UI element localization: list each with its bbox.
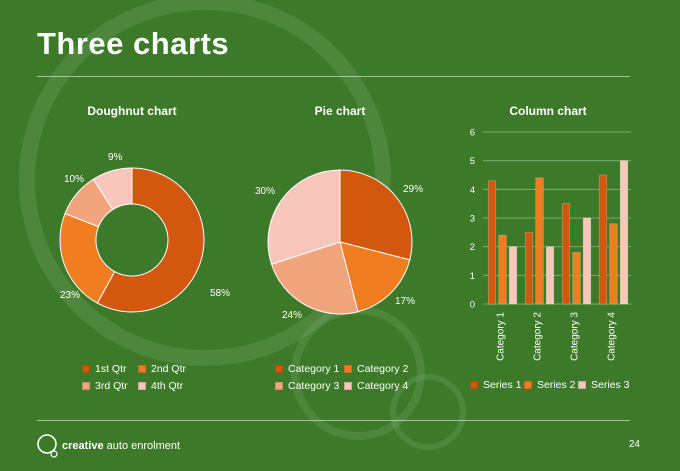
y-tick-label: 0	[470, 300, 475, 311]
pie-data-label: 24%	[282, 310, 302, 321]
column-bar	[498, 234, 507, 305]
legend-swatch	[578, 381, 586, 390]
legend-item: Category 1	[275, 363, 339, 375]
legend-item: 2nd Qtr	[138, 363, 186, 375]
column-bar	[524, 232, 534, 305]
bottom-divider	[37, 420, 630, 421]
legend-item: Category 4	[344, 380, 408, 392]
pie-slice	[270, 241, 359, 315]
column-bar	[619, 160, 629, 305]
column-bar	[545, 246, 555, 305]
slide-title: Three charts	[37, 26, 230, 61]
legend-label: 1st Qtr	[95, 363, 127, 375]
pie-data-label: 30%	[255, 186, 275, 197]
doughnut-slice	[92, 167, 133, 211]
pie-data-label: 29%	[403, 184, 423, 195]
legend-item: 1st Qtr	[82, 363, 127, 375]
column-bar	[598, 174, 608, 305]
y-tick-label: 1	[470, 271, 475, 282]
pie-slice	[267, 169, 341, 265]
legend-swatch	[524, 381, 532, 390]
legend-swatch	[344, 382, 352, 391]
legend-swatch	[82, 382, 90, 391]
column-bar	[508, 246, 518, 305]
y-tick-label: 4	[470, 185, 475, 196]
brand-word-2: auto enrolment	[106, 439, 181, 452]
legend-item: Category 2	[344, 363, 408, 375]
doughnut-data-label: 9%	[108, 152, 123, 163]
bg-ring-large	[19, 0, 391, 366]
x-tick-label: Category 4	[607, 312, 618, 361]
pie-slice	[339, 169, 413, 261]
doughnut-data-label: 58%	[210, 288, 230, 299]
legend-label: Series 2	[537, 379, 576, 391]
doughnut-slice	[96, 167, 205, 313]
column-bar	[535, 177, 544, 305]
x-tick-label: Category 3	[570, 312, 581, 361]
legend-swatch	[275, 382, 283, 391]
legend-item: Series 3	[578, 379, 630, 391]
pie-slice	[339, 241, 411, 313]
column-bar	[582, 217, 592, 305]
column-bar	[572, 252, 581, 305]
legend-swatch	[470, 381, 478, 390]
column-bar	[609, 223, 618, 305]
legend-label: 4th Qtr	[151, 380, 184, 392]
y-tick-label: 6	[470, 128, 475, 139]
legend-label: 2nd Qtr	[151, 363, 187, 375]
y-tick-label: 3	[470, 214, 475, 225]
legend-swatch	[82, 365, 90, 374]
legend-item: Series 2	[524, 379, 576, 391]
column-chart: 0 1 2 3 4 5 6 Category 1 Category 2 Category 3 Cat…	[470, 128, 631, 361]
pie-chart: 29% 17% 24% 30%	[255, 169, 423, 321]
legend-item: Series 1	[470, 379, 522, 391]
y-tick-label: 5	[470, 156, 475, 167]
legend-swatch	[275, 365, 283, 374]
x-tick-label: Category 1	[496, 312, 507, 361]
legend-label: Category 1	[288, 363, 340, 375]
top-divider	[37, 76, 630, 77]
legend-item: 3rd Qtr	[82, 380, 128, 392]
brand-word-1: creative	[62, 439, 104, 452]
legend-label: Category 2	[357, 363, 409, 375]
doughnut-data-label: 23%	[60, 290, 80, 301]
column-bar	[561, 203, 571, 305]
legend-item: 4th Qtr	[138, 380, 183, 392]
legend-swatch	[138, 382, 146, 391]
pie-data-label: 17%	[395, 296, 415, 307]
pie-chart-title: Pie chart	[314, 104, 366, 118]
legend-label: 3rd Qtr	[95, 380, 128, 392]
logo-circle-icon	[37, 434, 58, 458]
column-chart-title: Column chart	[509, 104, 587, 118]
legend-label: Series 1	[483, 379, 522, 391]
legend-item: Category 3	[275, 380, 339, 392]
legend-label: Category 4	[357, 380, 409, 392]
page-number: 24	[628, 439, 640, 450]
legend-label: Category 3	[288, 380, 340, 392]
x-tick-label: Category 2	[533, 312, 544, 361]
doughnut-data-label: 10%	[64, 174, 84, 185]
bg-ring-small	[390, 374, 466, 450]
y-tick-label: 2	[470, 242, 475, 253]
brand-logo: creative auto enrolment	[36, 432, 180, 460]
doughnut-chart: 58% 23% 10% 9%	[59, 152, 230, 313]
doughnut-chart-title: Doughnut chart	[87, 104, 177, 118]
legend-label: Series 3	[591, 379, 630, 391]
legend-swatch	[344, 365, 352, 374]
column-bar	[487, 180, 497, 305]
legend-swatch	[138, 365, 146, 374]
